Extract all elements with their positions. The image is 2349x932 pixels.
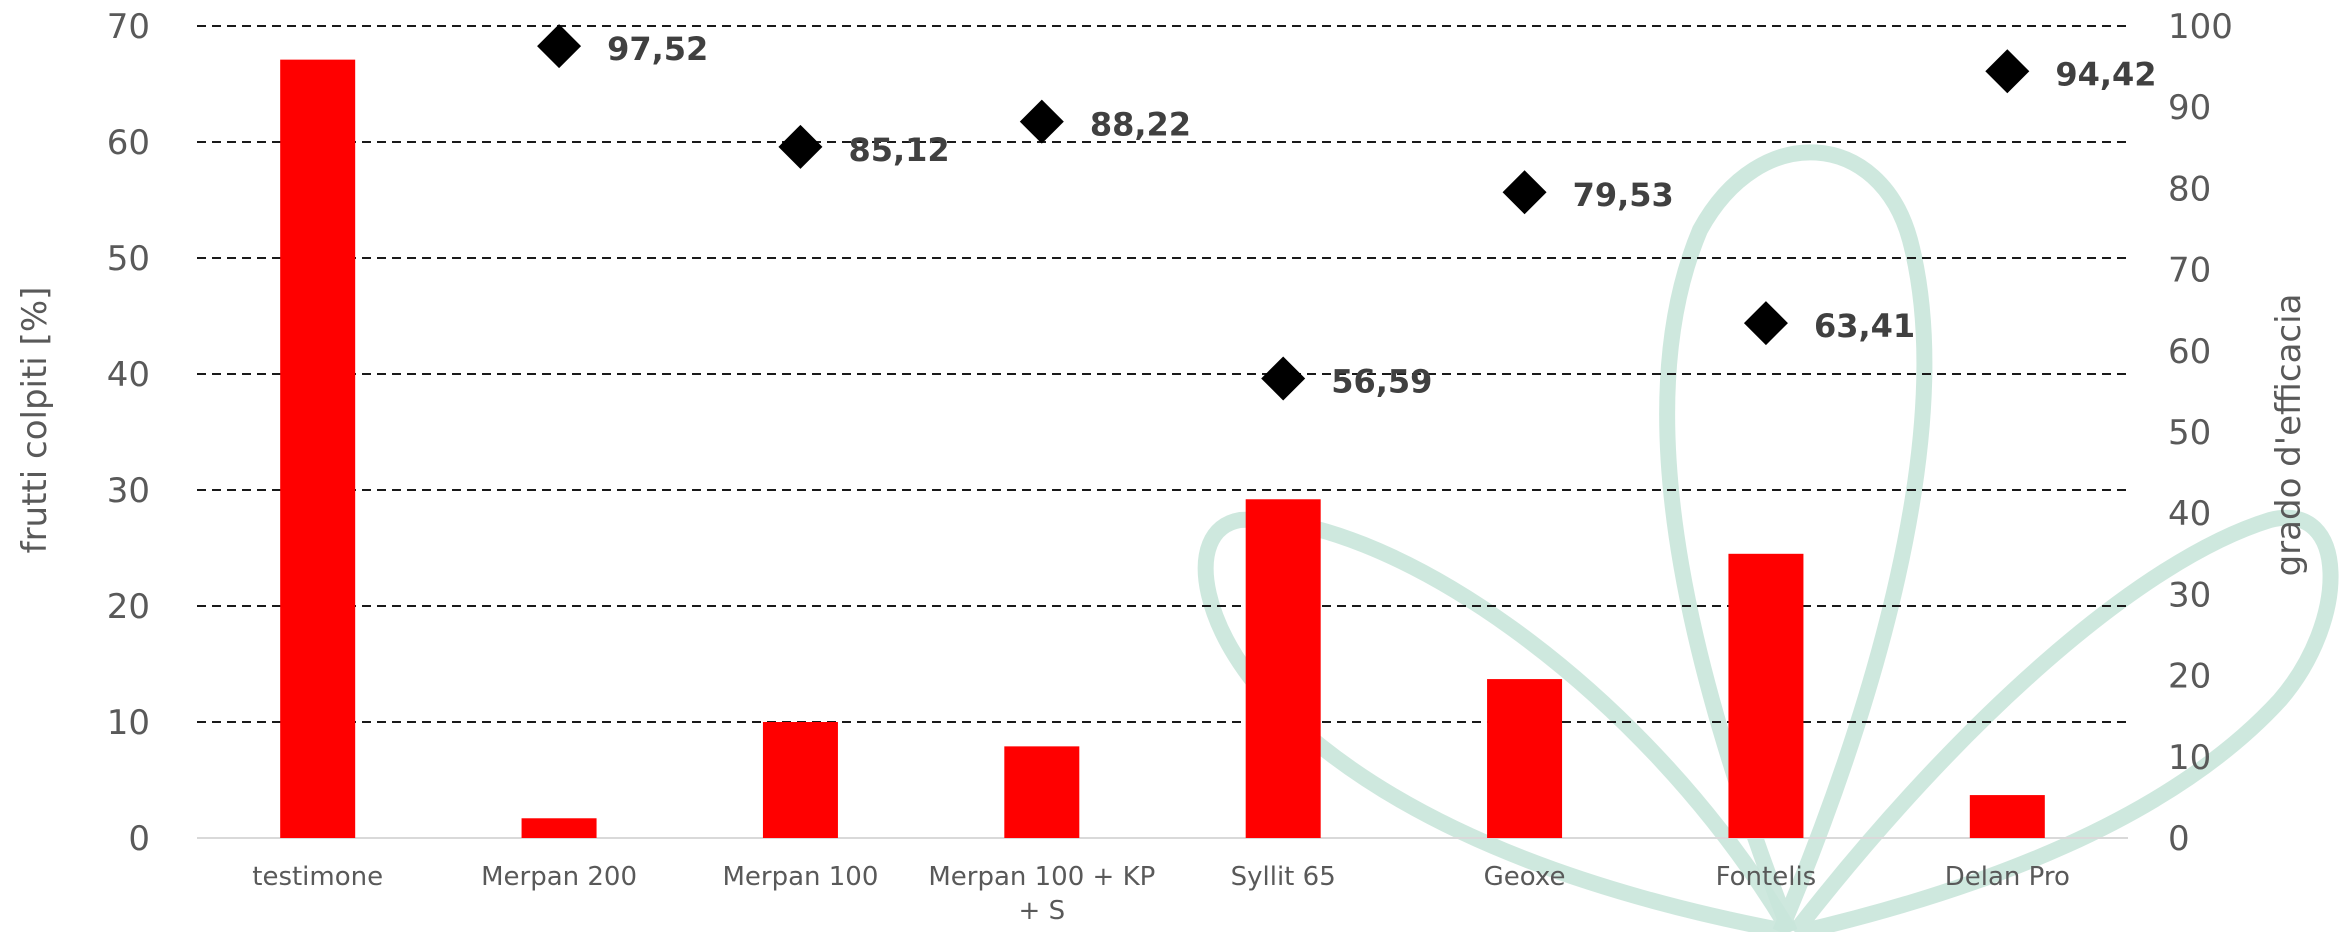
leaf-petal-left-outline <box>1197 511 1797 932</box>
diamond-marker <box>1502 170 1547 215</box>
efficacy-data-label: 56,59 <box>1331 362 1432 400</box>
category-label-line: + S <box>1019 896 1066 926</box>
category-axis-labels: testimone Merpan 200 Merpan 100 Merpan 100 … <box>252 862 2070 926</box>
category-label: Merpan 100 <box>722 862 878 892</box>
left-axis-tick-label: 40 <box>107 355 150 395</box>
efficacy-series: 97,52 85,12 88,22 56,59 79,53 63,41 94,42 <box>537 24 2157 401</box>
category-label: Merpan 100 + KP + S <box>928 862 1155 926</box>
leaf-petal-right-outline <box>1788 509 2339 932</box>
left-axis-tick-label: 60 <box>107 123 150 163</box>
left-axis-tick-label: 70 <box>107 7 150 47</box>
diamond-marker <box>537 24 582 69</box>
leaf-petal-upper-outline <box>1659 144 1933 932</box>
right-axis-ticks: 0 10 20 30 40 50 60 70 80 90 100 <box>2168 7 2233 859</box>
category-label: Syllit 65 <box>1231 862 1336 892</box>
diamond-marker <box>1019 99 1064 144</box>
right-axis-tick-label: 20 <box>2168 657 2211 697</box>
gridlines <box>197 25 2128 839</box>
bar <box>1004 746 1080 838</box>
category-label: Delan Pro <box>1945 862 2070 892</box>
left-axis-tick-label: 30 <box>107 471 150 511</box>
bar <box>521 818 597 838</box>
category-label: Merpan 200 <box>481 862 637 892</box>
diamond-marker <box>1261 356 1306 401</box>
right-axis-tick-label: 90 <box>2168 88 2211 128</box>
bar-series <box>280 59 2045 838</box>
right-axis-tick-label: 80 <box>2168 169 2211 209</box>
category-label-line: Fontelis <box>1716 862 1817 892</box>
efficacy-data-label: 88,22 <box>1090 106 1191 144</box>
left-axis-tick-label: 50 <box>107 239 150 279</box>
right-axis-title: grado d'efficacia <box>2269 294 2309 577</box>
bar <box>1487 679 1563 838</box>
right-axis-tick-label: 10 <box>2168 738 2211 778</box>
bar <box>280 59 356 838</box>
right-axis-tick-label: 30 <box>2168 575 2211 615</box>
category-label-line: Merpan 200 <box>481 862 637 892</box>
diamond-marker <box>1743 301 1788 346</box>
category-label-line: Merpan 100 <box>722 862 878 892</box>
left-axis-tick-label: 0 <box>128 819 150 859</box>
category-label-line: Merpan 100 + KP <box>928 862 1155 892</box>
efficacy-data-label: 85,12 <box>848 131 949 169</box>
bar <box>1728 553 1804 838</box>
right-axis-tick-label: 100 <box>2168 7 2233 47</box>
left-axis-ticks: 0 10 20 30 40 50 60 70 <box>107 7 150 859</box>
right-axis-tick-label: 50 <box>2168 413 2211 453</box>
efficacy-data-label: 97,52 <box>607 30 708 68</box>
right-axis-tick-label: 60 <box>2168 332 2211 372</box>
bar <box>1969 795 2045 838</box>
bar <box>1245 499 1321 838</box>
category-label: Geoxe <box>1484 862 1566 892</box>
category-label: testimone <box>252 862 383 892</box>
efficacy-data-label: 79,53 <box>1573 176 1674 214</box>
efficacy-data-label: 94,42 <box>2055 55 2156 93</box>
right-axis-tick-label: 40 <box>2168 494 2211 534</box>
category-label: Fontelis <box>1716 862 1817 892</box>
category-label-line: testimone <box>252 862 383 892</box>
leaf-outline-icon <box>1197 144 2339 932</box>
diamond-marker <box>1985 49 2030 94</box>
right-axis-tick-label: 70 <box>2168 251 2211 291</box>
diamond-marker <box>778 124 823 169</box>
left-axis-tick-label: 10 <box>107 703 150 743</box>
right-axis-tick-label: 0 <box>2168 819 2190 859</box>
category-label-line: Delan Pro <box>1945 862 2070 892</box>
efficacy-data-label: 63,41 <box>1814 307 1915 345</box>
left-axis-title: frutti colpiti [%] <box>15 287 55 554</box>
bar <box>762 722 838 838</box>
left-axis-tick-label: 20 <box>107 587 150 627</box>
category-label-line: Syllit 65 <box>1231 862 1336 892</box>
category-label-line: Geoxe <box>1484 862 1566 892</box>
